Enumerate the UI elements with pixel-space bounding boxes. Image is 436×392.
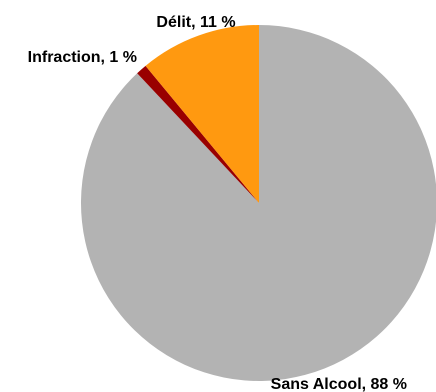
pie-slices [81,25,436,381]
slice-label-delit: Délit, 11 % [156,14,235,31]
pie-labels: Sans Alcool, 88 % Infraction, 1 % Délit,… [28,14,407,392]
slice-label-infraction: Infraction, 1 % [28,49,137,66]
pie-slice-sans-alcool [81,25,436,381]
slice-label-sans-alcool: Sans Alcool, 88 % [271,376,407,392]
pie-slice-d-lit [145,25,259,203]
pie-slice-infraction [137,65,259,203]
